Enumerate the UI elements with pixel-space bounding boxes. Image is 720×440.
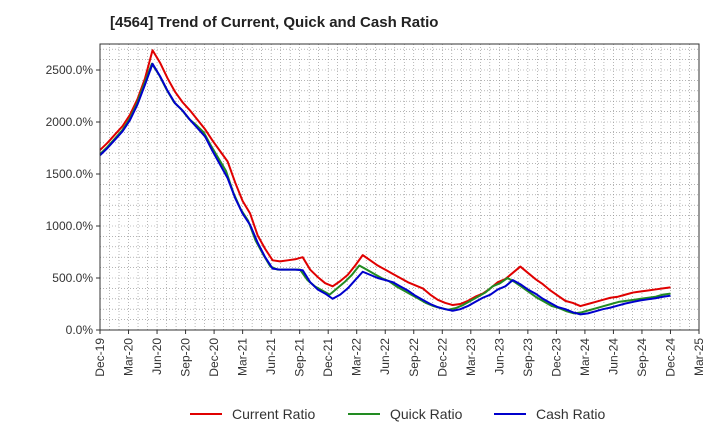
series-layer (99, 49, 671, 316)
x-tick-label: Dec-24 (663, 338, 677, 377)
x-tick-label: Mar-23 (464, 338, 478, 376)
x-tick-label: Jun-24 (606, 338, 620, 375)
y-tick-label: 500.0% (52, 271, 93, 285)
y-tick-label: 2500.0% (46, 63, 94, 77)
y-tick-label: 1000.0% (46, 219, 94, 233)
x-tick-label: Sep-20 (179, 338, 193, 377)
x-tick-label: Sep-22 (407, 338, 421, 377)
plot-area (99, 43, 700, 331)
x-tick-label: Dec-21 (321, 338, 335, 377)
x-tick-label: Sep-24 (635, 338, 649, 377)
y-tick-label: 2000.0% (46, 115, 94, 129)
x-tick-label: Dec-19 (93, 338, 107, 377)
x-tick-label: Mar-21 (236, 338, 250, 376)
x-tick-label: Sep-21 (293, 338, 307, 377)
series-line-current-ratio (99, 49, 671, 308)
legend-label-cash-ratio: Cash Ratio (536, 406, 605, 422)
x-tick-label: Mar-25 (692, 338, 706, 376)
x-tick-label: Jun-21 (264, 338, 278, 375)
x-tick-label: Dec-23 (549, 338, 563, 377)
x-tick-label: Sep-23 (521, 338, 535, 377)
legend: Current Ratio Quick Ratio Cash Ratio (190, 406, 605, 422)
x-tick-label: Mar-22 (350, 338, 364, 376)
x-tick-label: Mar-20 (122, 338, 136, 376)
y-tick-label: 1500.0% (46, 167, 94, 181)
axis-layer: 0.0% 500.0% 1000.0% 1500.0% 2000.0% 2500.0% De… (46, 63, 706, 377)
series-line-cash-ratio (99, 62, 671, 316)
x-tick-label: Dec-22 (435, 338, 449, 377)
x-tick-label: Dec-20 (207, 338, 221, 377)
x-tick-label: Jun-22 (378, 338, 392, 375)
x-tick-label: Jun-23 (492, 338, 506, 375)
legend-label-current-ratio: Current Ratio (232, 406, 315, 422)
x-tick-label: Jun-20 (150, 338, 164, 375)
chart-title: [4564] Trend of Current, Quick and Cash … (110, 14, 439, 31)
legend-label-quick-ratio: Quick Ratio (390, 406, 463, 422)
x-tick-label: Mar-24 (578, 338, 592, 376)
y-tick-label: 0.0% (66, 323, 94, 337)
